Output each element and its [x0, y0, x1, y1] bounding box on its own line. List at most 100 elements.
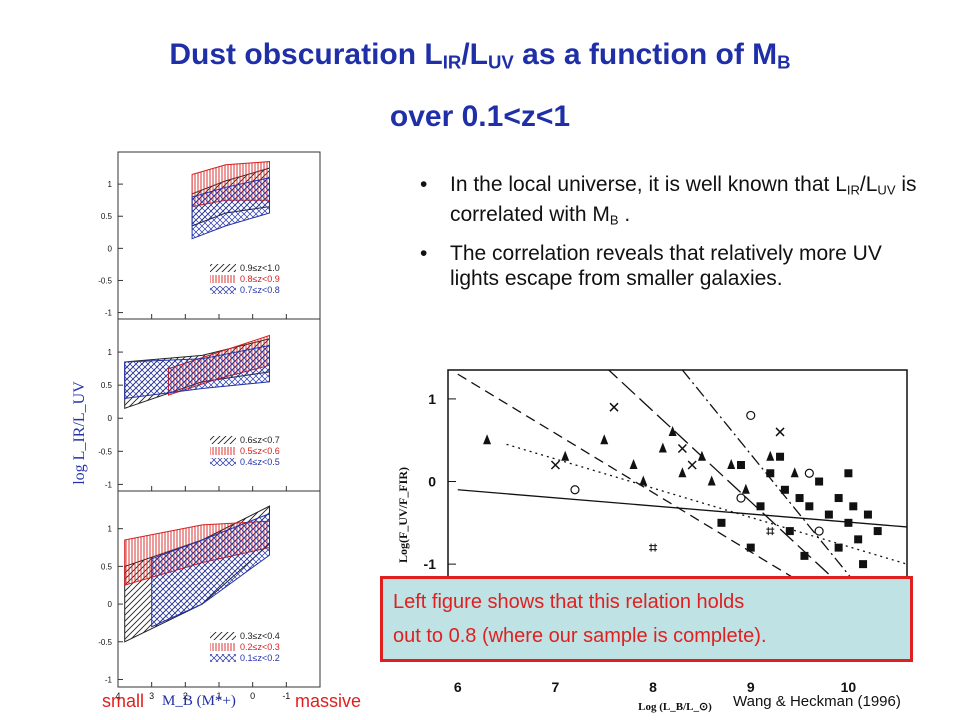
y-tick-label: -0.5 — [98, 638, 112, 647]
band-blue — [124, 344, 270, 399]
legend-swatch — [210, 632, 236, 640]
x-tick-label: 6 — [454, 679, 462, 695]
y-tick-label: -0.5 — [98, 276, 112, 285]
legend-entry: 0.9≤z<1.0 — [240, 263, 280, 273]
point-triangle — [600, 434, 609, 445]
y-tick-label: 0.5 — [101, 562, 113, 571]
y-tick-label: -1 — [105, 675, 113, 684]
y-tick-label: 1 — [108, 348, 113, 357]
callout-line-2: out to 0.8 (where our sample is complete… — [393, 625, 767, 647]
y-tick-label: 0.5 — [101, 212, 113, 221]
y-tick-label: 1 — [108, 525, 113, 534]
y-tick-label: 0 — [428, 474, 436, 490]
point-cross — [677, 443, 687, 454]
point-triangle — [639, 475, 648, 486]
point-square — [776, 452, 785, 461]
point-cross — [687, 460, 697, 470]
point-triangle — [668, 425, 677, 436]
legend-swatch — [210, 643, 236, 651]
point-square — [746, 543, 755, 552]
point-square — [766, 469, 775, 478]
x-tick-label: 4 — [115, 691, 120, 701]
legend-swatch — [210, 654, 236, 662]
point-triangle — [561, 450, 570, 461]
scatter-xlabel: Log (L_B/L_⊙) — [638, 701, 712, 713]
point-cross — [609, 402, 619, 412]
point-square — [800, 551, 809, 560]
callout-line-1: Left figure shows that this relation hol… — [393, 591, 745, 613]
left-xlabel: M_B (M*+) — [162, 693, 236, 709]
callout-box: Left figure shows that this relation hol… — [380, 576, 913, 662]
point-triangle — [707, 475, 716, 486]
x-tick-label: 0 — [250, 691, 255, 701]
legend-entry: 0.5≤z<0.6 — [240, 446, 280, 456]
point-triangle — [766, 450, 775, 461]
y-tick-label: 1 — [428, 391, 436, 407]
x-tick-label: 7 — [552, 679, 560, 695]
point-square — [844, 518, 853, 527]
legend-swatch — [210, 264, 236, 272]
bullet-2: • The correlation reveals that relatively… — [420, 241, 882, 290]
point-open — [746, 410, 756, 421]
point-triangle — [727, 459, 736, 469]
title-line-2: over 0.1<z<1 — [389, 100, 571, 133]
legend-swatch — [210, 286, 236, 294]
point-square — [736, 461, 745, 469]
y-tick-label: -0.5 — [98, 447, 112, 456]
label-small: small — [102, 691, 145, 711]
y-tick-label: -1 — [424, 556, 437, 572]
point-square — [849, 502, 858, 511]
x-tick-label: 9 — [747, 679, 755, 695]
bullet-dot: • — [420, 241, 428, 265]
title-line-1: Dust obscuration LIR/LUV as a function o… — [169, 38, 791, 73]
credit-text: Wang & Heckman (1996) — [733, 693, 901, 710]
x-tick-label: 3 — [149, 691, 154, 701]
point-triangle — [790, 467, 799, 478]
x-tick-label: 10 — [841, 679, 857, 695]
label-massive: massive — [295, 691, 362, 711]
y-tick-label: 1 — [108, 180, 113, 189]
point-triangle — [741, 483, 750, 494]
y-tick-label: -1 — [105, 309, 113, 318]
bullet-1: • In the local universe, it is well known… — [420, 173, 917, 228]
point-square — [834, 494, 843, 503]
legend-entry: 0.8≤z<0.9 — [240, 274, 280, 284]
legend-entry: 0.1≤z<0.2 — [240, 653, 280, 663]
point-open — [804, 468, 814, 478]
point-hash — [766, 527, 775, 536]
point-square — [717, 518, 726, 527]
legend-swatch — [210, 275, 236, 283]
x-tick-label: 8 — [649, 679, 657, 695]
legend-swatch — [210, 447, 236, 455]
point-square — [824, 510, 833, 519]
x-tick-label: -1 — [282, 691, 290, 701]
point-triangle — [483, 434, 492, 445]
legend-swatch — [210, 436, 236, 444]
legend-entry: 0.4≤z<0.5 — [240, 457, 280, 467]
y-tick-label: -1 — [105, 480, 113, 489]
left-ylabel: log L_IR/L_UV — [71, 381, 88, 485]
y-tick-label: 0 — [108, 600, 113, 609]
point-square — [785, 527, 794, 536]
point-triangle — [658, 442, 667, 453]
bullet-list: • In the local universe, it is well known… — [418, 172, 918, 299]
y-tick-label: 0 — [108, 244, 113, 253]
point-square — [780, 485, 789, 494]
scatter-ylabel: Log(F_UV/F_FIR) — [396, 467, 410, 563]
point-square — [815, 477, 824, 486]
legend-swatch — [210, 458, 236, 466]
point-open — [736, 493, 746, 503]
point-square — [854, 535, 863, 544]
legend-entry: 0.6≤z<0.7 — [240, 435, 280, 445]
legend-entry: 0.7≤z<0.8 — [240, 285, 280, 295]
band-blue — [151, 512, 270, 628]
bullet-dot: • — [420, 173, 428, 196]
fit-line-solid — [457, 489, 907, 528]
point-cross — [775, 427, 785, 437]
point-square — [756, 502, 765, 511]
y-tick-label: 0.5 — [101, 381, 113, 390]
x-tick-label: 2 — [183, 691, 188, 701]
point-triangle — [678, 467, 687, 478]
point-square — [834, 543, 843, 552]
point-open — [570, 485, 580, 495]
